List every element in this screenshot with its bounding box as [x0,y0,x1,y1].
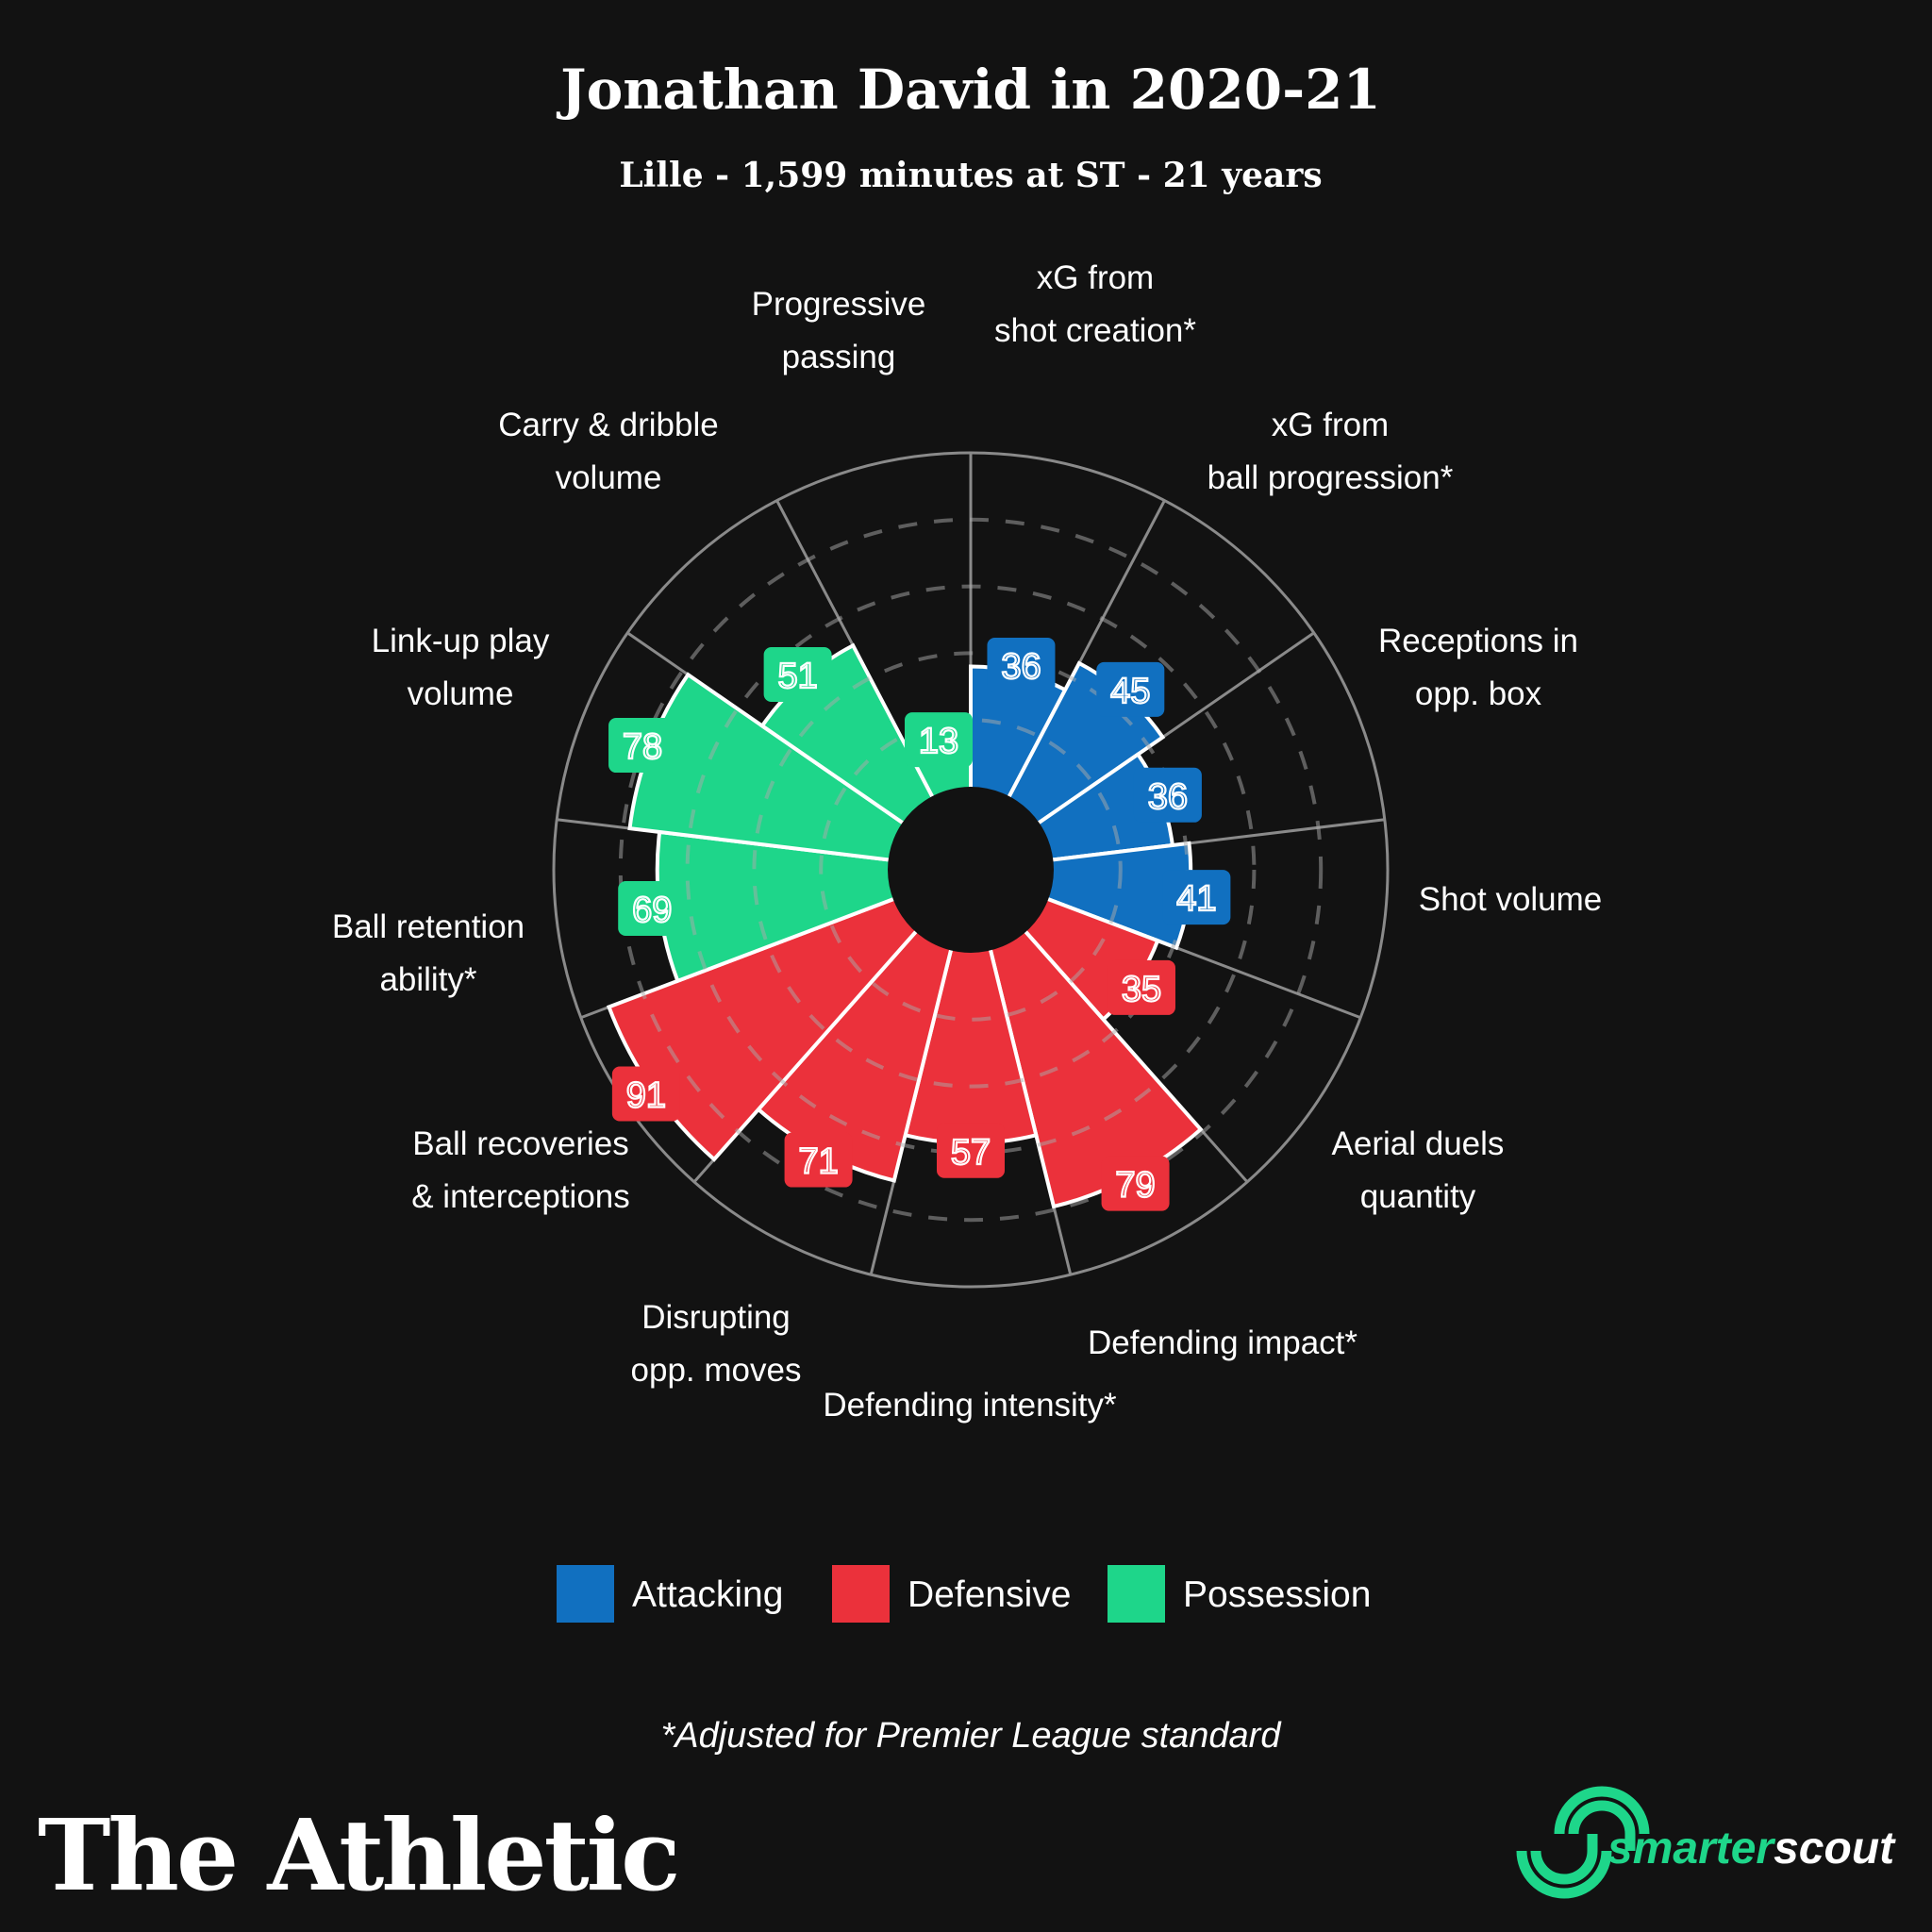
value-text: 41 [1176,879,1216,919]
value-label: 57 [937,1123,1005,1178]
category-label-line: Progressive [752,286,926,323]
value-label: 45 [1096,661,1165,717]
value-badge [784,1132,853,1188]
category-label: Ball recoveries & interceptions [411,1125,630,1215]
grid-ring-20 [819,718,1123,1022]
legend-label: Attacking [632,1574,783,1615]
category-label-line: Defending impact* [1088,1324,1357,1361]
category-label-line: xG from [1037,259,1154,296]
value-text: 79 [1115,1166,1155,1206]
value-label: 79 [1101,1156,1170,1211]
value-label: 78 [608,718,677,774]
category-label: Defending impact* [1088,1324,1357,1361]
value-label: 91 [611,1066,680,1122]
category-label: Aerial duels quantity [1332,1125,1505,1215]
legend-swatch [557,1565,614,1623]
category-label-line: volume [556,459,662,496]
category-label-line: Ball recoveries [412,1125,629,1162]
value-badge [1162,870,1231,925]
category-label-line: Shot volume [1419,881,1603,918]
category-label: Progressive passing [752,286,926,375]
category-label-line: Ball retention [332,908,525,945]
category-label-line: ball progression* [1208,459,1454,496]
legend-swatch [832,1565,890,1623]
value-badge [1101,1156,1170,1211]
footnote: *Adjusted for Premier League standard [661,1716,1283,1756]
value-text: 36 [1001,647,1041,687]
value-text: 69 [632,891,672,930]
category-label-line: Link-up play [372,623,550,659]
value-badge [608,718,677,774]
category-label: Ball retention ability* [332,908,525,998]
svg-text:smarterscout: smarterscout [1607,1824,1896,1874]
value-badge [611,1066,680,1122]
grid-ring-80 [618,517,1324,1223]
category-label-line: shot creation* [994,312,1196,349]
value-text: 13 [919,722,958,761]
category-label-line: passing [782,339,896,375]
category-label-line: volume [408,675,514,712]
legend-item-attacking: Attacking [557,1565,783,1623]
category-label-line: Aerial duels [1332,1125,1505,1162]
smarterscout-part2: scout [1774,1824,1896,1874]
smarterscout-logo: smarterscout [1516,1786,1896,1899]
value-label: 36 [987,638,1056,693]
the-athletic-logo: The Athletic [38,1797,677,1913]
value-text: 45 [1110,672,1150,711]
value-label: 35 [1107,959,1175,1015]
value-label: 71 [784,1132,853,1188]
center-hole [888,787,1054,953]
legend-swatch [1108,1565,1165,1623]
value-badge [1133,767,1202,823]
value-label: 13 [905,712,974,768]
value-label: 36 [1133,767,1202,823]
category-label-line: Carry & dribble [498,407,718,443]
category-label-line: opp. moves [631,1352,802,1389]
category-label-line: Receptions in [1378,623,1578,659]
category-label-line: quantity [1360,1178,1476,1215]
category-label: xG from ball progression* [1208,407,1454,496]
category-label-line: Defending intensity* [823,1387,1117,1424]
value-badge [987,638,1056,693]
category-label: xG from shot creation* [994,259,1196,349]
value-text: 71 [798,1142,838,1182]
category-label: Disrupting opp. moves [631,1299,802,1389]
legend-item-possession: Possession [1108,1565,1371,1623]
value-text: 78 [623,727,662,767]
grid-ring-40 [752,651,1190,1089]
value-badge [1107,959,1175,1015]
value-label: 51 [763,647,832,703]
category-label-line: opp. box [1415,675,1542,712]
category-label: Link-up play volume [372,623,550,712]
value-badge [937,1123,1005,1178]
value-text: 91 [626,1076,666,1116]
legend-label: Defensive [908,1574,1071,1615]
value-badge [763,647,832,703]
value-text: 51 [777,657,817,696]
legend-label: Possession [1183,1574,1371,1615]
chart-subtitle: Lille - 1,599 minutes at ST - 21 years [619,156,1322,195]
category-label: Carry & dribble volume [498,407,718,496]
value-text: 57 [951,1133,991,1173]
category-label: Defending intensity* [823,1387,1117,1424]
value-text: 36 [1148,777,1188,817]
value-label: 41 [1162,870,1231,925]
category-label-line: Disrupting [641,1299,791,1336]
value-badge [905,712,974,768]
category-label: Receptions in opp. box [1378,623,1578,712]
value-label: 69 [618,881,687,937]
legend-item-defensive: Defensive [832,1565,1071,1623]
value-badge [1096,661,1165,717]
category-label-line: xG from [1272,407,1389,443]
value-text: 35 [1122,970,1161,1009]
chart-title: Jonathan David in 2020-21 [556,58,1381,122]
category-label-line: & interceptions [411,1178,630,1215]
smarterscout-part1: smarter [1607,1824,1775,1874]
category-label: Shot volume [1419,881,1603,918]
category-label-line: ability* [379,961,476,998]
value-badge [618,881,687,937]
